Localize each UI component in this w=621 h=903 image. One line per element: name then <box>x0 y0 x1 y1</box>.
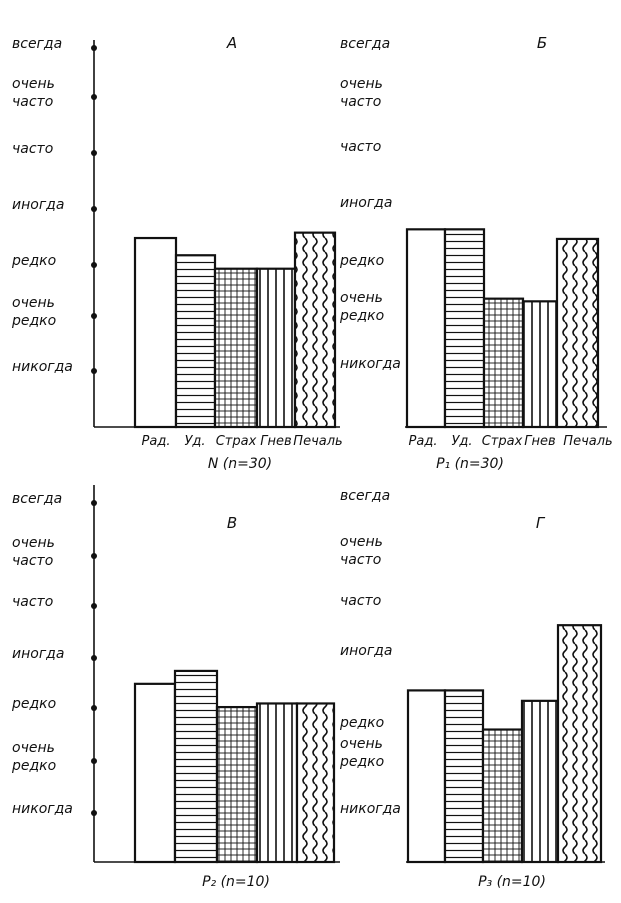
category-label: Рад. <box>142 434 171 449</box>
bar <box>133 682 177 864</box>
bar <box>295 702 336 864</box>
x-axis-label: N (n=30) <box>208 456 272 472</box>
y-tick-dot <box>91 655 97 661</box>
y-tick-label: часто <box>12 141 53 157</box>
y-tick-label: очень часто <box>340 534 383 568</box>
category-label: Печаль <box>293 434 342 449</box>
category-label: Печаль <box>563 434 612 449</box>
y-tick-label: очень редко <box>11 740 56 774</box>
bar <box>293 231 337 429</box>
bar <box>520 699 560 864</box>
y-tick-label: очень редко <box>339 290 384 324</box>
bars-layer <box>133 228 603 864</box>
y-tick-dot <box>91 94 97 100</box>
y-tick-dot <box>91 262 97 268</box>
bar <box>443 228 486 429</box>
bar <box>133 236 178 429</box>
y-tick-label: редко <box>339 253 384 269</box>
y-tick-dot <box>91 313 97 319</box>
y-tick-label: иногда <box>340 643 392 659</box>
y-tick-dot <box>91 206 97 212</box>
bar <box>173 669 219 864</box>
bar <box>555 237 600 429</box>
bar <box>521 300 559 429</box>
y-tick-dot <box>91 758 97 764</box>
y-tick-label: всегда <box>340 488 390 504</box>
y-tick-dot <box>91 705 97 711</box>
category-label: Страх <box>216 434 257 449</box>
y-tick-label: всегда <box>340 36 390 52</box>
bar <box>215 705 259 864</box>
bar <box>406 689 447 864</box>
y-tick-label: всегда <box>12 491 62 507</box>
panel-title: Б <box>537 34 547 52</box>
y-tick-dot <box>91 500 97 506</box>
y-tick-dot <box>91 368 97 374</box>
y-tick-dot <box>91 150 97 156</box>
bar <box>443 689 485 864</box>
y-tick-label: очень часто <box>12 76 55 110</box>
x-axis-label: P₃ (n=10) <box>478 874 546 890</box>
y-tick-label: иногда <box>12 197 64 213</box>
bar <box>213 267 259 429</box>
y-tick-label: никогда <box>340 801 401 817</box>
bar <box>255 702 299 864</box>
y-tick-dot <box>91 553 97 559</box>
category-label: Рад. <box>409 434 438 449</box>
category-label: Гнев <box>260 434 291 449</box>
category-label: Страх <box>482 434 523 449</box>
y-tick-label: редко <box>11 253 56 269</box>
y-tick-label: часто <box>340 593 381 609</box>
y-tick-label: очень часто <box>12 535 55 569</box>
bar <box>556 624 603 864</box>
y-tick-label: часто <box>12 594 53 610</box>
y-tick-label: очень редко <box>339 736 384 770</box>
panel-title: В <box>227 514 237 532</box>
y-tick-label: всегда <box>12 36 62 52</box>
bar <box>255 267 297 429</box>
y-tick-label: никогда <box>12 801 73 817</box>
y-tick-label: часто <box>340 139 381 155</box>
y-tick-label: очень часто <box>340 76 383 110</box>
bar <box>482 297 525 429</box>
x-axis-label: P₂ (n=10) <box>202 874 270 890</box>
labels-layer: всегда очень часто часто иногда редко очень ред… <box>11 34 613 890</box>
y-tick-label: никогда <box>12 359 73 375</box>
y-tick-label: редко <box>11 696 56 712</box>
y-tick-label: иногда <box>340 195 392 211</box>
bar <box>405 228 447 429</box>
y-tick-label: никогда <box>340 356 401 372</box>
panel-title: А <box>226 34 237 52</box>
category-label: Уд. <box>451 434 472 449</box>
y-tick-label: очень редко <box>11 295 56 329</box>
y-tick-label: иногда <box>12 646 64 662</box>
y-tick-label: редко <box>339 715 384 731</box>
y-tick-dot <box>91 810 97 816</box>
bar <box>481 728 524 864</box>
y-tick-dot <box>91 45 97 51</box>
x-axis-label: P₁ (n=30) <box>436 456 504 472</box>
y-tick-dot <box>91 603 97 609</box>
bar <box>174 254 217 429</box>
category-label: Гнев <box>524 434 555 449</box>
category-label: Уд. <box>184 434 205 449</box>
panel-title: Г <box>536 514 546 532</box>
